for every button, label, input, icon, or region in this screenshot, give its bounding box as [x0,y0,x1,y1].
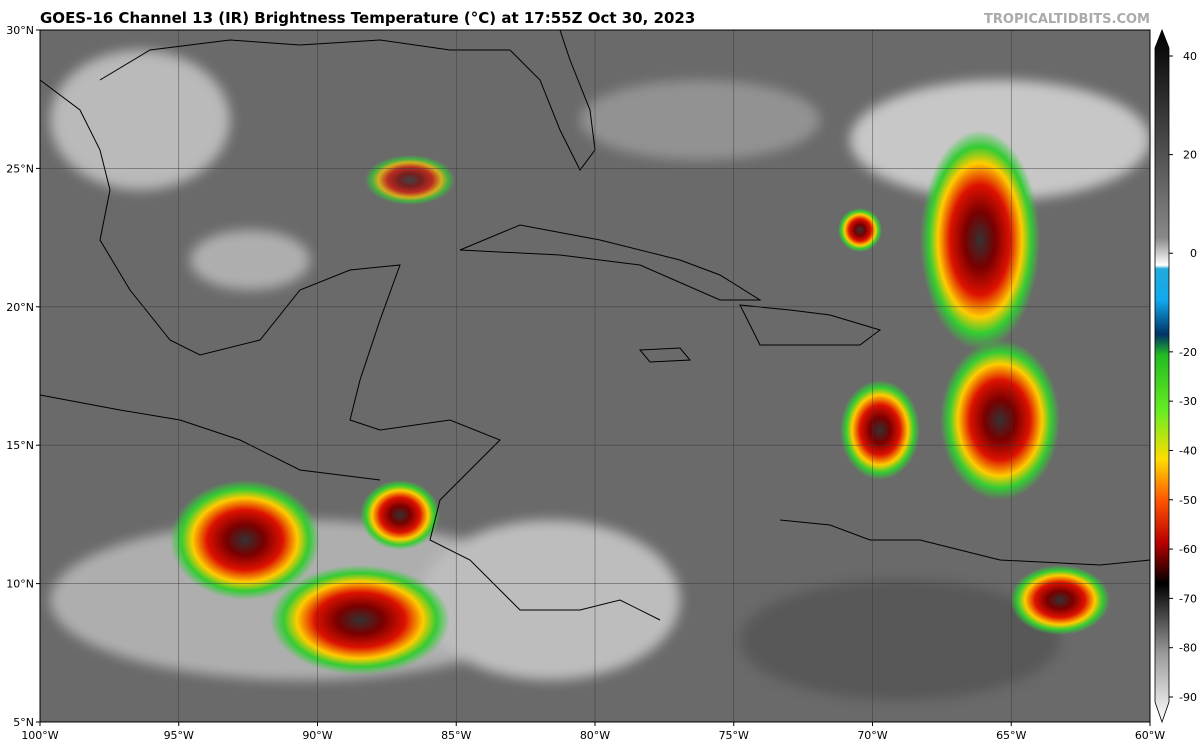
map-frame [39,29,1151,723]
colorbar-label: -80 [1179,642,1197,655]
lat-label: 25°N [6,162,34,175]
colorbar: 40 20 0 -20 -30 -40 -50 -60 -70 -80 -90 [1154,28,1197,724]
lat-label: 5°N [13,716,34,729]
title: GOES-16 Channel 13 (IR) Brightness Tempe… [40,9,695,27]
lon-label: 65°W [996,729,1026,742]
lat-label: 15°N [6,439,34,452]
colorbar-label: -40 [1179,444,1197,457]
lon-label: 60°W [1135,729,1165,742]
lat-label: 10°N [6,578,34,591]
colorbar-label: 40 [1183,50,1197,63]
colorbar-label: -20 [1179,346,1197,359]
lon-label: 85°W [441,729,471,742]
lon-label: 100°W [21,729,58,742]
lat-label: 30°N [6,24,34,37]
lon-label: 90°W [302,729,332,742]
source: TROPICALTIDBITS.COM [984,12,1150,27]
colorbar-label: -60 [1179,543,1197,556]
lon-label: 80°W [580,729,610,742]
colorbar-label: 20 [1183,149,1197,162]
colorbar-label: -30 [1179,395,1197,408]
colorbar-label: -90 [1179,691,1197,704]
lon-label: 75°W [719,729,749,742]
colorbar-label: -50 [1179,494,1197,507]
lon-label: 70°W [857,729,887,742]
colorbar-label: -70 [1179,592,1197,605]
lon-label: 95°W [164,729,194,742]
lat-label: 20°N [6,301,34,314]
colorbar-label: 0 [1190,247,1197,260]
